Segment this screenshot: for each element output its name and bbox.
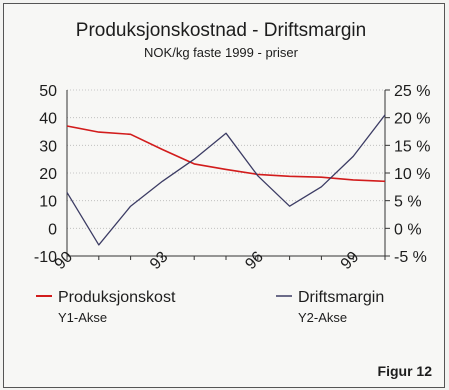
x-tick-label: 96 — [242, 248, 267, 273]
legend-axis-y1: Y1-Akse — [58, 310, 107, 325]
x-tick-label: 93 — [147, 248, 172, 273]
axes — [66, 89, 390, 260]
legend: Produksjonskost Y1-Akse Driftsmargin Y2-… — [36, 289, 384, 325]
series-lines — [66, 114, 386, 246]
y1-tick-label: -10 — [34, 249, 57, 266]
y2-tick-label: 25 % — [394, 83, 430, 100]
y1-tick-label: 30 — [39, 138, 57, 155]
legend-label-driftsmargin: Driftsmargin — [298, 289, 384, 306]
y2-tick-label: 5 % — [394, 194, 422, 211]
series-line-driftsmargin — [66, 114, 386, 246]
figure-label: Figur 12 — [378, 363, 433, 379]
tick-labels: -10 0 10 20 30 40 50 -5 % 0 % 5 % 10 % 15 % 20 % 25 %… — [34, 83, 431, 273]
y2-tick-label: 10 % — [394, 166, 430, 183]
y2-tick-label: 20 % — [394, 111, 430, 128]
y2-tick-label: -5 % — [394, 249, 427, 266]
chart-subtitle: NOK/kg faste 1999 - priser — [144, 45, 299, 60]
y2-tick-label: 0 % — [394, 221, 422, 238]
legend-label-produksjonskost: Produksjonskost — [58, 289, 176, 306]
gridlines — [67, 89, 385, 229]
y1-tick-label: 50 — [39, 83, 57, 100]
y2-tick-label: 15 % — [394, 138, 430, 155]
legend-axis-y2: Y2-Akse — [298, 310, 347, 325]
y1-tick-label: 0 — [48, 221, 57, 238]
y1-tick-label: 20 — [39, 166, 57, 183]
x-tick-label: 99 — [338, 248, 363, 273]
chart: Produksjonskostnad - Driftsmargin NOK/kg… — [34, 20, 433, 379]
series-line-produksjonskost — [66, 125, 386, 183]
y1-tick-label: 40 — [39, 111, 57, 128]
y1-tick-label: 10 — [39, 194, 57, 211]
chart-title: Produksjonskostnad - Driftsmargin — [76, 20, 366, 41]
chart-frame: Produksjonskostnad - Driftsmargin NOK/kg… — [3, 3, 445, 388]
